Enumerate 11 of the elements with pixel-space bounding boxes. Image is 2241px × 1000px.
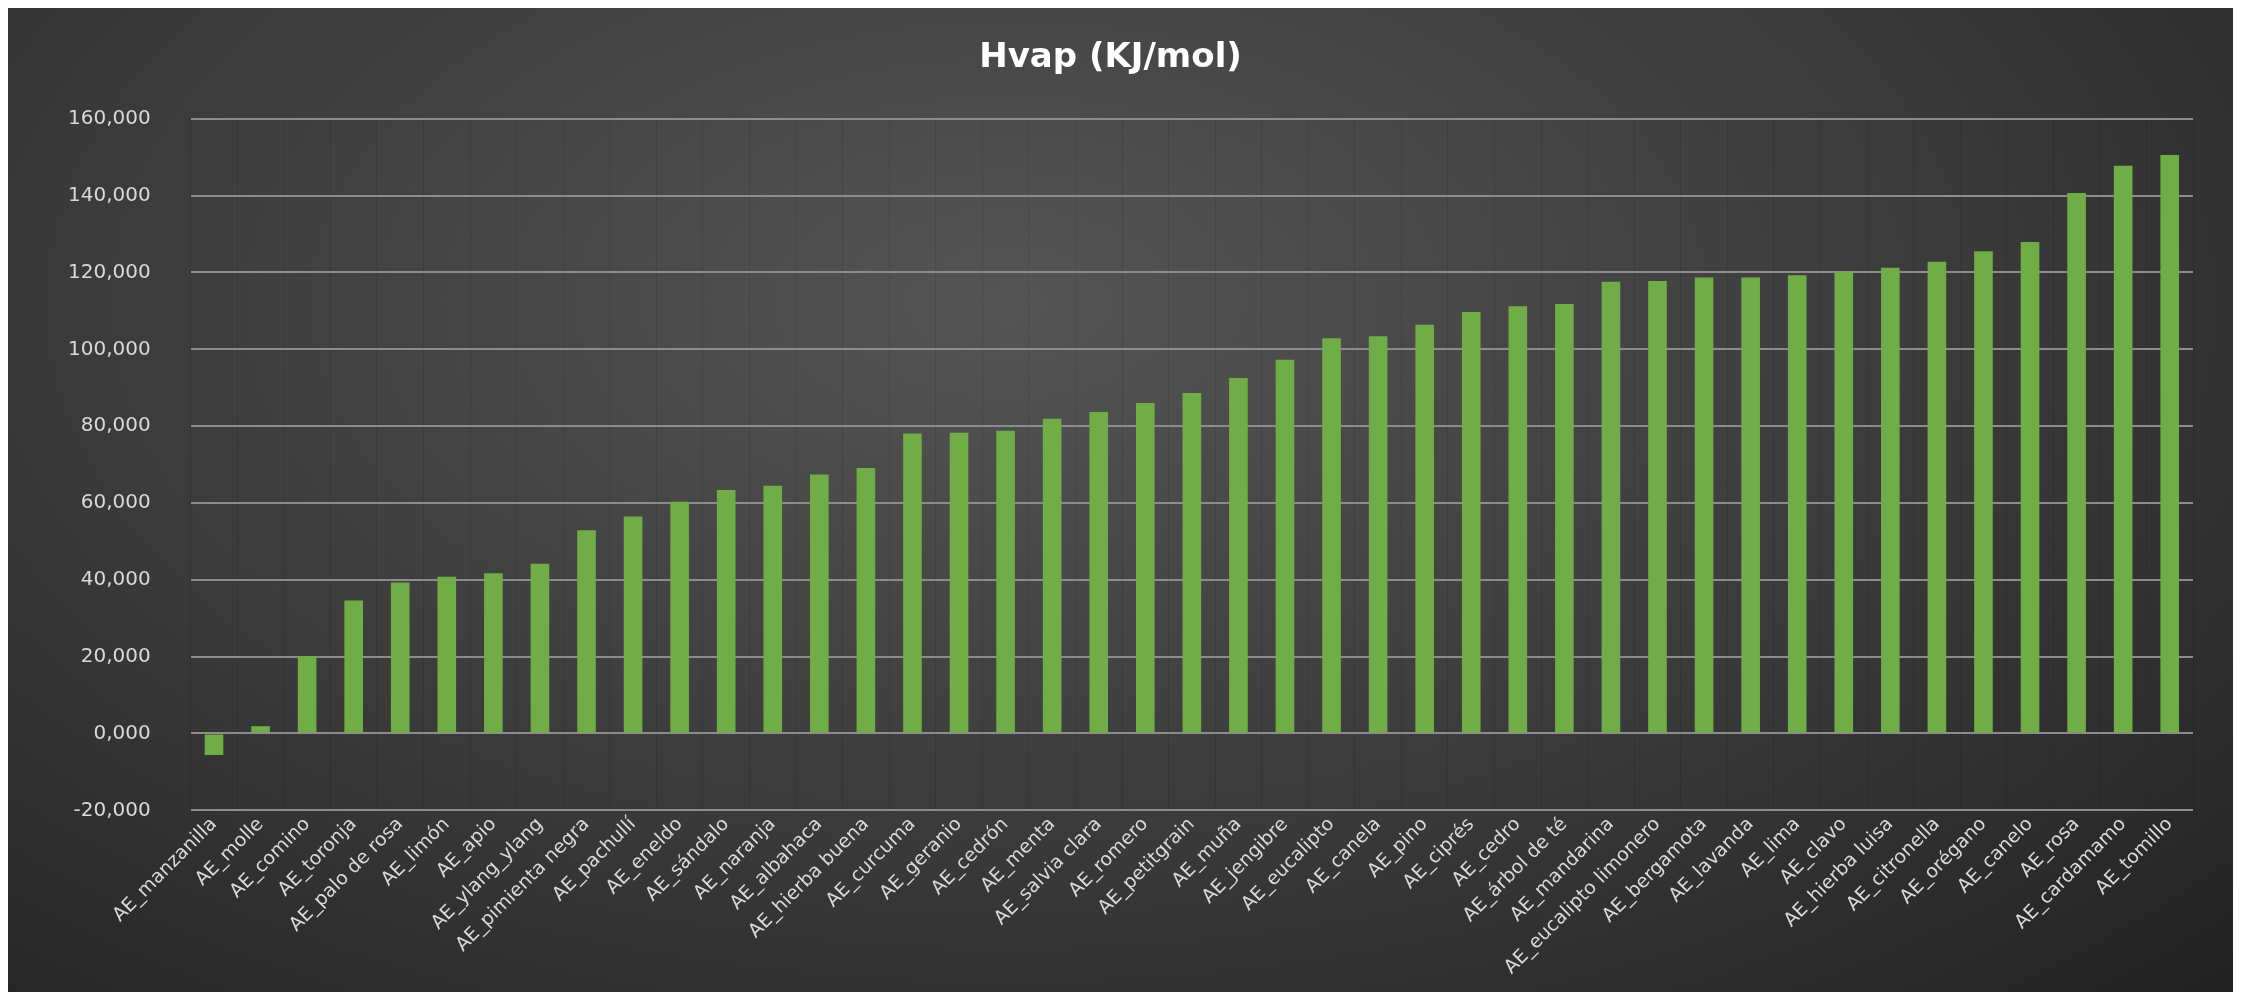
y-tick-label: 80,000 bbox=[80, 412, 151, 437]
y-tick-label: 20,000 bbox=[80, 642, 151, 667]
y-tick-label: 40,000 bbox=[80, 566, 151, 591]
y-tick-label: 0,000 bbox=[93, 719, 151, 744]
y-tick-label: 160,000 bbox=[67, 105, 151, 129]
y-tick-label: 100,000 bbox=[67, 335, 151, 360]
y-tick-label: 120,000 bbox=[67, 258, 151, 283]
y-tick-label: 140,000 bbox=[67, 181, 151, 206]
chart-title: Hvap (KJ/mol) bbox=[979, 35, 1242, 76]
y-tick-label: -20,000 bbox=[73, 796, 151, 821]
y-tick-label: 60,000 bbox=[80, 489, 151, 514]
